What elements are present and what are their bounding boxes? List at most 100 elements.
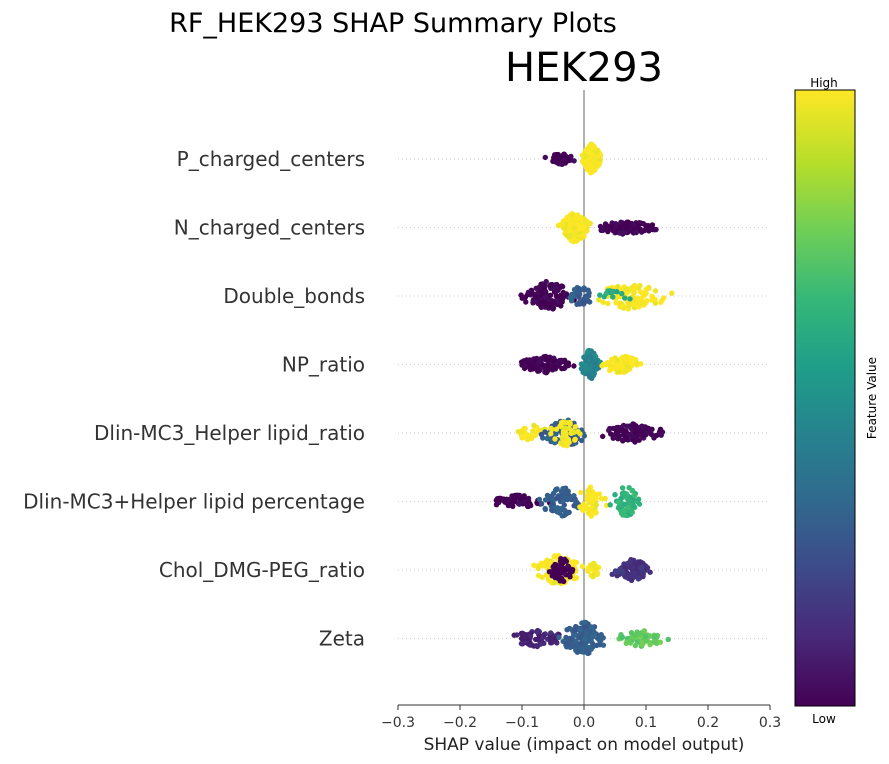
- shap-point: [557, 423, 563, 429]
- feature-labels: P_charged_centers N_charged_centers Double…: [23, 147, 365, 651]
- shap-point: [620, 303, 627, 309]
- shap-point: [629, 638, 635, 644]
- shap-point: [586, 148, 592, 155]
- shap-point: [631, 492, 638, 499]
- figure-suptitle: RF_HEK293 SHAP Summary Plots: [169, 8, 617, 39]
- shap-point: [552, 282, 558, 288]
- shap-point: [537, 301, 543, 307]
- shap-point: [493, 502, 500, 508]
- shap-point: [609, 357, 616, 363]
- shap-point: [542, 506, 549, 512]
- shap-point: [544, 564, 550, 571]
- shap-point: [569, 559, 575, 566]
- shap-point: [585, 566, 591, 573]
- shap-point: [553, 565, 559, 571]
- shap-point: [525, 503, 532, 510]
- shap-point: [665, 636, 671, 643]
- shap-point: [639, 301, 646, 307]
- shap-point: [583, 647, 590, 653]
- shap-point: [609, 223, 615, 229]
- shap-point: [600, 433, 606, 440]
- shap-point: [521, 425, 527, 432]
- shap-point: [559, 283, 566, 290]
- shap-point: [605, 300, 611, 307]
- shap-point: [607, 502, 613, 508]
- shap-point: [520, 631, 526, 638]
- feature-label: Zeta: [319, 627, 365, 651]
- shap-point: [603, 290, 609, 297]
- shap-point: [567, 419, 573, 426]
- shap-point: [545, 576, 552, 582]
- shap-point: [556, 508, 562, 514]
- shap-point: [621, 490, 627, 496]
- shap-point: [623, 428, 629, 434]
- shap-point: [581, 433, 587, 439]
- shap-point: [610, 294, 616, 300]
- shap-point: [580, 232, 587, 238]
- x-tick-label: −0.2: [443, 715, 477, 731]
- shap-point: [588, 511, 594, 518]
- shap-point: [546, 302, 552, 309]
- shap-point: [567, 233, 574, 240]
- shap-point: [587, 220, 593, 227]
- shap-point: [584, 623, 590, 629]
- x-tick-label: −0.3: [381, 715, 415, 731]
- feature-label: N_charged_centers: [174, 216, 365, 240]
- shap-point: [642, 634, 649, 640]
- shap-point: [584, 165, 591, 171]
- shap-point: [647, 641, 653, 648]
- shap-point: [560, 489, 566, 495]
- shap-point: [634, 360, 640, 366]
- x-axis-label: SHAP value (impact on model output): [424, 735, 745, 755]
- colorbar-title: Feature Value: [865, 357, 879, 439]
- x-tick-label: 0.0: [573, 715, 595, 731]
- shap-point: [542, 154, 548, 161]
- shap-point: [548, 431, 554, 437]
- shap-point: [627, 558, 633, 565]
- shap-point: [542, 301, 548, 308]
- shap-point: [616, 433, 623, 439]
- shap-point: [583, 153, 589, 160]
- shap-point: [642, 291, 648, 297]
- shap-point: [614, 424, 620, 431]
- x-tick-label: 0.3: [759, 715, 781, 731]
- shap-point: [554, 640, 560, 646]
- shap-point: [631, 289, 637, 296]
- shap-point: [610, 434, 617, 440]
- shap-point: [505, 502, 511, 508]
- shap-point: [542, 294, 549, 300]
- shap-point: [576, 226, 583, 232]
- shap-point: [547, 292, 554, 298]
- shap-point: [516, 501, 522, 507]
- shap-point: [596, 297, 602, 303]
- shap-point: [531, 422, 537, 429]
- shap-point: [541, 355, 547, 361]
- shap-point: [596, 491, 603, 497]
- shap-point: [565, 563, 571, 569]
- shap-point: [590, 562, 596, 568]
- shap-point: [597, 292, 603, 298]
- shap-point: [657, 426, 664, 432]
- feature-label: NP_ratio: [282, 353, 365, 377]
- shap-point: [560, 419, 566, 425]
- shap-point: [544, 435, 550, 442]
- shap-point: [522, 294, 529, 300]
- shap-point: [564, 496, 571, 503]
- shap-point: [631, 503, 637, 509]
- shap-point: [597, 638, 603, 645]
- shap-point: [647, 633, 653, 639]
- shap-point: [581, 224, 588, 230]
- x-tick-label: −0.1: [505, 715, 539, 731]
- shap-point: [636, 501, 643, 507]
- shap-point: [609, 289, 615, 295]
- shap-point: [590, 370, 596, 376]
- shap-point: [628, 577, 635, 583]
- shap-point: [620, 422, 627, 429]
- shap-point: [533, 643, 540, 649]
- shap-point: [579, 437, 585, 444]
- shap-point: [530, 365, 536, 372]
- shap-point: [578, 489, 584, 496]
- shap-point: [556, 574, 563, 580]
- shap-point: [617, 230, 623, 236]
- shap-point: [564, 510, 570, 517]
